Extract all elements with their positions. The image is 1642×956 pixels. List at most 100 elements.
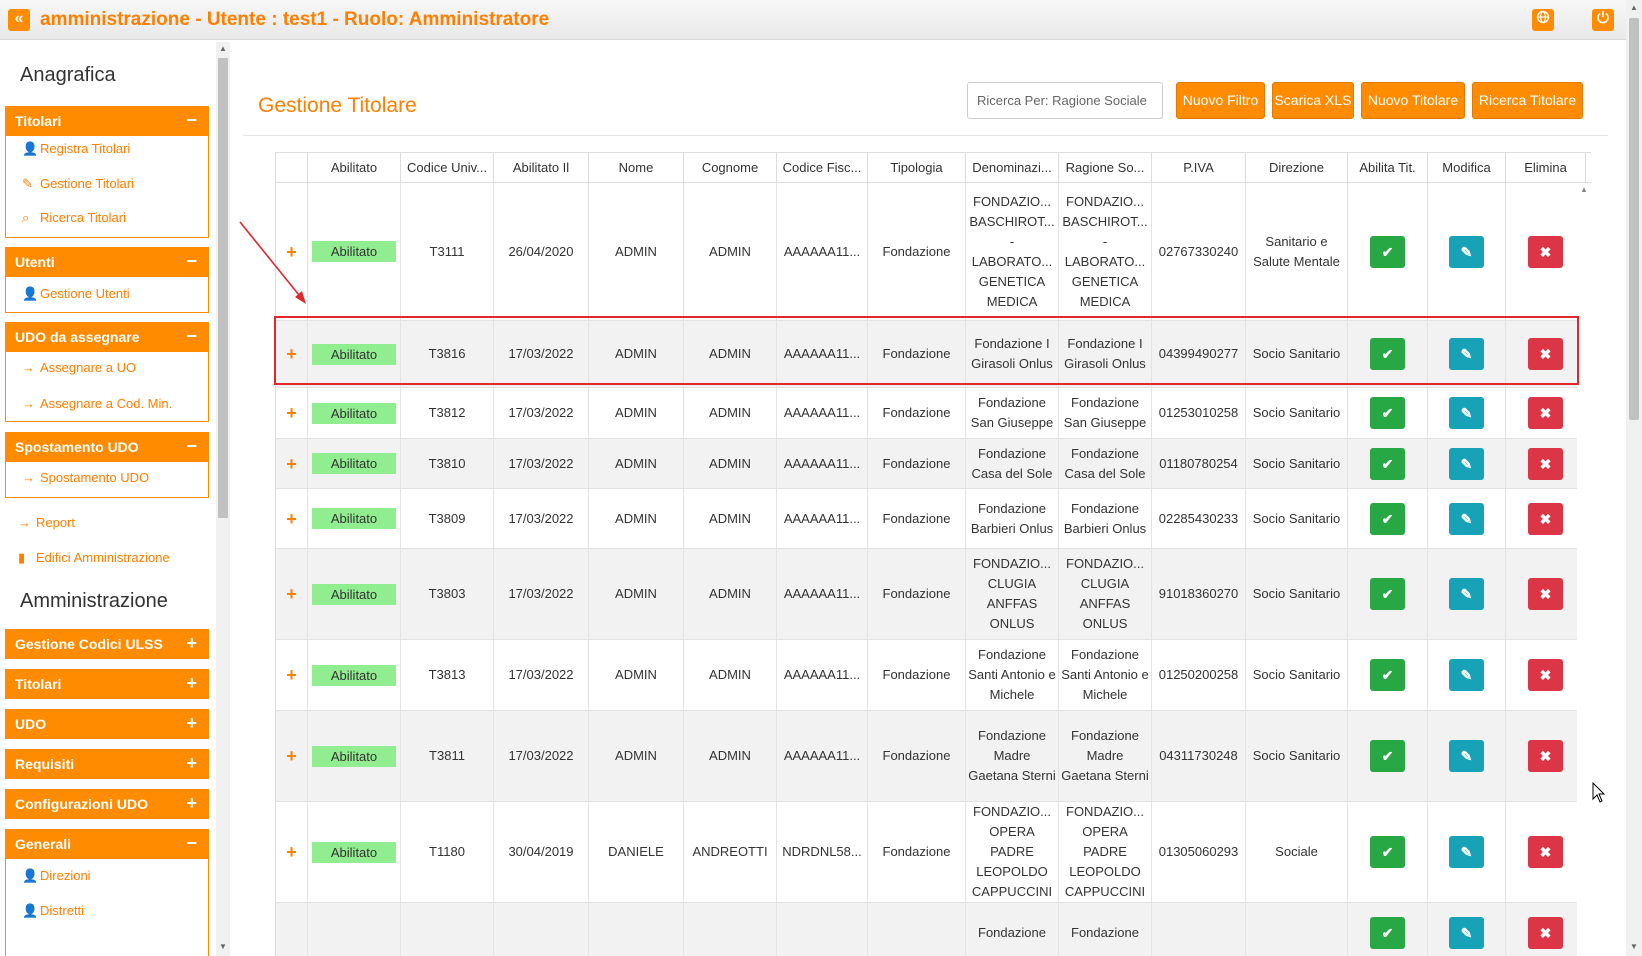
page-scrollbar[interactable]: ▲ ▼: [1626, 0, 1642, 956]
table-row[interactable]: + Abilitato T3809 17/03/2022 ADMIN ADMIN AAAAA…: [276, 489, 1591, 549]
edit-button[interactable]: ✎: [1449, 338, 1484, 370]
edit-button[interactable]: ✎: [1449, 578, 1484, 610]
sidebar-item-ricerca-titolari[interactable]: ⌕ Ricerca Titolari: [22, 210, 126, 226]
delete-button[interactable]: ✖: [1528, 235, 1563, 268]
enable-titolare-button[interactable]: ✔: [1370, 447, 1405, 480]
sidebar-item-edifici[interactable]: ▮ Edifici Amministrazione: [18, 550, 170, 566]
expand-row-icon[interactable]: +: [286, 453, 297, 474]
column-header[interactable]: Ragione So...: [1059, 153, 1152, 183]
group-config-udo-header[interactable]: Configurazioni UDO +: [5, 789, 209, 819]
scrollbar-thumb[interactable]: [218, 58, 228, 518]
expand-row-icon[interactable]: +: [286, 584, 297, 604]
delete-button[interactable]: ✖: [1528, 447, 1563, 480]
delete-button[interactable]: ✖: [1528, 502, 1563, 535]
edit-button[interactable]: ✎: [1449, 740, 1484, 772]
group-requisiti-header[interactable]: Requisiti +: [5, 749, 209, 779]
sidebar-item-direzioni[interactable]: 👤 Direzioni: [22, 868, 91, 884]
delete-button[interactable]: ✖: [1528, 740, 1563, 772]
collapse-icon[interactable]: −: [186, 436, 197, 456]
expand-row-icon[interactable]: +: [286, 665, 297, 685]
scroll-up-icon[interactable]: ▲: [1580, 185, 1588, 194]
nuovo-filtro-button[interactable]: Nuovo Filtro: [1176, 82, 1265, 119]
power-icon[interactable]: [1592, 9, 1614, 31]
table-row[interactable]: + Abilitato T3813 17/03/2022 ADMIN ADMIN AAAAA…: [276, 640, 1591, 711]
scroll-down-icon[interactable]: ▼: [219, 942, 227, 951]
sidebar-item-distretti[interactable]: 👤 Distretti: [22, 903, 84, 919]
delete-button[interactable]: ✖: [1528, 397, 1563, 429]
table-row[interactable]: + Abilitato T3803 17/03/2022 ADMIN ADMIN AAAAA…: [276, 549, 1591, 640]
grid-scrollbar[interactable]: ▲: [1577, 183, 1591, 956]
edit-button[interactable]: ✎: [1449, 502, 1484, 535]
expand-row-icon[interactable]: +: [286, 403, 297, 423]
scroll-up-icon[interactable]: ▲: [1630, 3, 1638, 12]
enable-titolare-button[interactable]: ✔: [1370, 397, 1405, 429]
expand-row-icon[interactable]: +: [286, 241, 297, 262]
sidebar-scrollbar[interactable]: ▲ ▼: [216, 42, 230, 956]
edit-button[interactable]: ✎: [1449, 397, 1484, 429]
column-header[interactable]: Codice Fisc...: [777, 153, 868, 183]
column-header[interactable]: P.IVA: [1152, 153, 1246, 183]
table-row[interactable]: + Abilitato T3111 26/04/2020 ADMIN ADMIN AAAAA…: [276, 183, 1591, 321]
enable-titolare-button[interactable]: ✔: [1370, 740, 1405, 772]
expand-icon[interactable]: +: [186, 793, 197, 813]
enable-titolare-button[interactable]: ✔: [1370, 502, 1405, 535]
group-admin-titolari-header[interactable]: Titolari +: [5, 669, 209, 699]
collapse-icon[interactable]: −: [186, 251, 197, 271]
edit-button[interactable]: ✎: [1449, 836, 1484, 868]
table-row[interactable]: + Abilitato T3811 17/03/2022 ADMIN ADMIN AAAAA…: [276, 711, 1591, 802]
group-admin-udo-header[interactable]: UDO +: [5, 709, 209, 739]
double-chevron-left-icon[interactable]: «: [8, 9, 30, 31]
enable-titolare-button[interactable]: ✔: [1370, 659, 1405, 691]
sidebar-item-report[interactable]: → Report: [18, 515, 75, 530]
expand-icon[interactable]: +: [186, 633, 197, 653]
enable-titolare-button[interactable]: ✔: [1370, 235, 1405, 268]
enable-titolare-button[interactable]: ✔: [1370, 578, 1405, 610]
column-header[interactable]: Elimina: [1506, 153, 1586, 183]
expand-row-icon[interactable]: +: [286, 508, 297, 529]
edit-button[interactable]: ✎: [1449, 916, 1484, 949]
nuovo-titolare-button[interactable]: Nuovo Titolare: [1361, 82, 1465, 119]
scroll-up-icon[interactable]: ▲: [219, 44, 227, 53]
expand-row-icon[interactable]: +: [286, 344, 297, 364]
group-udo-header[interactable]: UDO da assegnare −: [5, 322, 209, 352]
table-row[interactable]: + Abilitato T3812 17/03/2022 ADMIN ADMIN AAAAA…: [276, 388, 1591, 439]
expand-row-icon[interactable]: +: [286, 746, 297, 766]
sidebar-item-gestione-utenti[interactable]: 👤 Gestione Utenti: [22, 286, 130, 302]
edit-button[interactable]: ✎: [1449, 447, 1484, 480]
edit-button[interactable]: ✎: [1449, 235, 1484, 268]
sidebar-item-spostamento-udo[interactable]: → Spostamento UDO: [22, 470, 149, 485]
table-row[interactable]: + Abilitato T3810 17/03/2022 ADMIN ADMIN AAAAA…: [276, 439, 1591, 489]
collapse-icon[interactable]: −: [186, 326, 197, 346]
column-header[interactable]: Abilitato: [308, 153, 401, 183]
search-field[interactable]: Ricerca Per: Ragione Sociale: [967, 82, 1163, 119]
sidebar-item-assegnare-cod-min[interactable]: → Assegnare a Cod. Min.: [22, 396, 172, 411]
delete-button[interactable]: ✖: [1528, 916, 1563, 949]
column-header[interactable]: Codice Univ...: [401, 153, 494, 183]
ricerca-titolare-button[interactable]: Ricerca Titolare: [1472, 82, 1583, 119]
scrollbar-thumb[interactable]: [1629, 18, 1639, 420]
delete-button[interactable]: ✖: [1528, 338, 1563, 370]
table-row[interactable]: + Abilitato T3816 17/03/2022 ADMIN ADMIN AAAAA…: [276, 321, 1591, 388]
collapse-icon[interactable]: −: [186, 110, 197, 130]
delete-button[interactable]: ✖: [1528, 578, 1563, 610]
delete-button[interactable]: ✖: [1528, 659, 1563, 691]
column-header[interactable]: Modifica: [1428, 153, 1506, 183]
column-header[interactable]: Direzione: [1246, 153, 1348, 183]
column-header[interactable]: Abilitato Il: [494, 153, 589, 183]
sidebar-item-registra-titolari[interactable]: 👤 Registra Titolari: [22, 141, 130, 157]
expand-row-icon[interactable]: +: [286, 842, 297, 862]
collapse-icon[interactable]: −: [186, 833, 197, 853]
group-generali-header[interactable]: Generali −: [5, 829, 209, 859]
expand-icon[interactable]: +: [186, 753, 197, 773]
enable-titolare-button[interactable]: ✔: [1370, 338, 1405, 370]
column-header[interactable]: [276, 153, 308, 183]
group-spostamento-header[interactable]: Spostamento UDO −: [5, 432, 209, 462]
edit-button[interactable]: ✎: [1449, 659, 1484, 691]
sidebar-item-gestione-titolari[interactable]: ✎ Gestione Titolari: [22, 176, 134, 192]
column-header[interactable]: Abilita Tit.: [1348, 153, 1428, 183]
column-header[interactable]: Tipologia: [868, 153, 966, 183]
scroll-down-icon[interactable]: ▼: [1630, 942, 1638, 951]
delete-button[interactable]: ✖: [1528, 836, 1563, 868]
scarica-xls-button[interactable]: Scarica XLS: [1272, 82, 1354, 119]
enable-titolare-button[interactable]: ✔: [1370, 836, 1405, 868]
